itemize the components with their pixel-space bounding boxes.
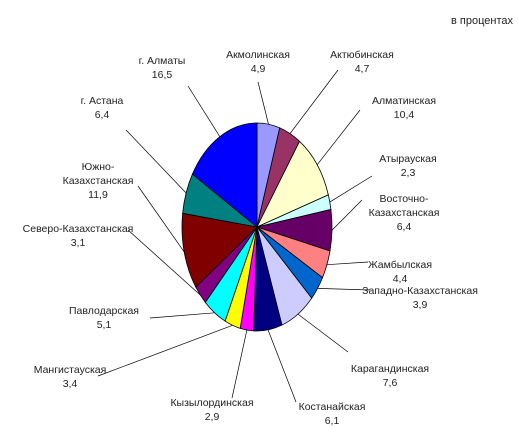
slice-label: Павлодарская 5,1 <box>69 305 139 331</box>
slice-name: Казахстанская <box>369 207 440 219</box>
leader-lines <box>97 69 373 403</box>
slice-value: 4,4 <box>393 273 408 285</box>
slice-value: 4,7 <box>355 63 370 75</box>
slice-name: Южно- <box>82 161 115 173</box>
leader-line <box>137 185 185 253</box>
leader-line <box>317 288 371 291</box>
pie-slice <box>191 122 258 228</box>
slice-label: Костанайская 6,1 <box>299 401 366 427</box>
slice-name: Костанайская <box>299 401 366 413</box>
slice-label: Мангистауская 3,4 <box>34 364 107 390</box>
slice-name: Павлодарская <box>69 305 139 317</box>
slice-label: г. Алматы 16,5 <box>139 55 186 81</box>
leader-line <box>289 69 339 134</box>
slice-labels: Акмолинская 4,9 Актюбинская 4,7 Алматинская 1… <box>23 49 478 427</box>
slice-name: Жамбылская <box>368 259 432 271</box>
units-label: в процентах <box>451 15 513 27</box>
slice-value: 11,9 <box>88 189 108 201</box>
leader-line <box>127 229 201 296</box>
leader-line <box>329 175 373 203</box>
slice-label: г. Астана 6,4 <box>81 95 124 121</box>
slice-label: Южно- Казахстанская 11,9 <box>63 161 134 201</box>
leader-line <box>297 313 349 353</box>
slice-value: 6,4 <box>397 221 412 233</box>
slice-name: Кызылординская <box>170 397 253 409</box>
slice-name: Казахстанская <box>63 175 134 187</box>
slice-value: 10,4 <box>394 109 415 121</box>
leader-line <box>326 261 369 266</box>
slice-value: 5,1 <box>97 319 112 331</box>
slice-name: Восточно- <box>380 193 430 205</box>
slice-name: г. Алматы <box>139 55 186 67</box>
slice-name: Атырауская <box>379 153 436 165</box>
slice-value: 16,5 <box>152 69 173 81</box>
slice-name: Акмолинская <box>226 49 290 61</box>
slice-value: 2,3 <box>401 167 416 179</box>
slice-value: 4,9 <box>251 63 266 75</box>
slice-value: 6,4 <box>95 109 110 121</box>
slice-label: Жамбылская 4,4 <box>368 259 432 285</box>
slice-value: 3,1 <box>71 237 86 249</box>
slice-label: Акмолинская 4,9 <box>226 49 290 75</box>
slice-name: Алматинская <box>372 95 436 107</box>
pie-slices <box>181 122 333 332</box>
leader-line <box>316 109 361 166</box>
leader-line <box>331 199 363 231</box>
leader-line <box>97 324 233 377</box>
slice-label: Алматинская 10,4 <box>372 95 436 121</box>
slice-value: 7,6 <box>383 377 398 389</box>
leader-line <box>149 312 215 319</box>
slice-label: Атырауская 2,3 <box>379 153 436 179</box>
slice-name: г. Астана <box>81 95 124 107</box>
leader-line <box>257 81 269 125</box>
leader-line <box>231 329 248 399</box>
slice-label: Карагандинская 7,6 <box>351 363 429 389</box>
slice-value: 3,9 <box>413 299 428 311</box>
slice-name: Актюбинская <box>330 49 394 61</box>
pie-slice <box>181 212 258 288</box>
leader-line <box>125 129 187 194</box>
slice-name: Северо-Казахстанская <box>23 223 134 235</box>
slice-name: Мангистауская <box>34 364 107 376</box>
slice-label: Западно-Казахстанская 3,9 <box>362 285 478 311</box>
slice-label: Северо-Казахстанская 3,1 <box>23 223 134 249</box>
slice-value: 6,1 <box>325 415 340 427</box>
slice-value: 3,4 <box>63 378 78 390</box>
leader-line <box>187 85 221 137</box>
slice-value: 2,9 <box>205 411 220 423</box>
slice-name: Карагандинская <box>351 363 429 375</box>
slice-label: Кызылординская 2,9 <box>170 397 253 423</box>
slice-name: Западно-Казахстанская <box>362 285 478 297</box>
slice-label: Восточно- Казахстанская 6,4 <box>369 193 440 233</box>
leader-line <box>267 329 297 403</box>
slice-label: Актюбинская 4,7 <box>330 49 394 75</box>
